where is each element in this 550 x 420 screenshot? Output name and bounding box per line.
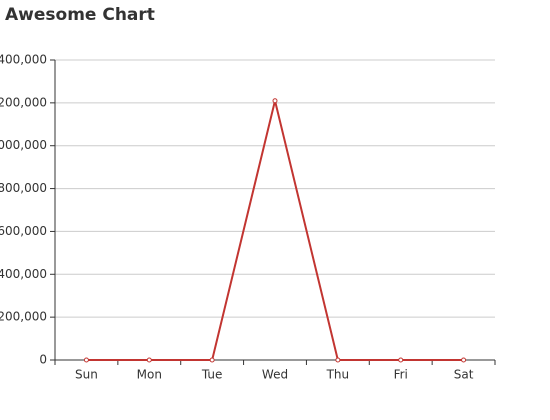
- chart-title: Awesome Chart: [5, 5, 155, 25]
- point: [209, 357, 215, 363]
- x-tick-label: Sun: [75, 368, 98, 382]
- x-tick-label: Tue: [201, 368, 223, 382]
- x-tick-label: Sat: [454, 368, 474, 382]
- x-tick-label: Fri: [394, 368, 408, 382]
- y-tick-label: 1,400,000: [0, 53, 47, 67]
- y-tick-label: 400,000: [0, 267, 47, 281]
- x-tick-label: Thu: [326, 368, 350, 382]
- point: [335, 357, 341, 363]
- point: [461, 357, 467, 363]
- point: [272, 98, 278, 104]
- y-tick-label: 600,000: [0, 224, 47, 238]
- x-tick-label: Wed: [262, 368, 288, 382]
- point: [83, 357, 89, 363]
- y-tick-label: 1,000,000: [0, 138, 47, 152]
- y-tick-label: 0: [39, 353, 47, 367]
- line: [86, 100, 464, 361]
- y-tick-label: 800,000: [0, 181, 47, 195]
- point: [398, 357, 404, 363]
- x-tick-label: Mon: [137, 368, 162, 382]
- point: [146, 357, 152, 363]
- y-tick-label: 1,200,000: [0, 95, 47, 109]
- y-tick-label: 200,000: [0, 310, 47, 324]
